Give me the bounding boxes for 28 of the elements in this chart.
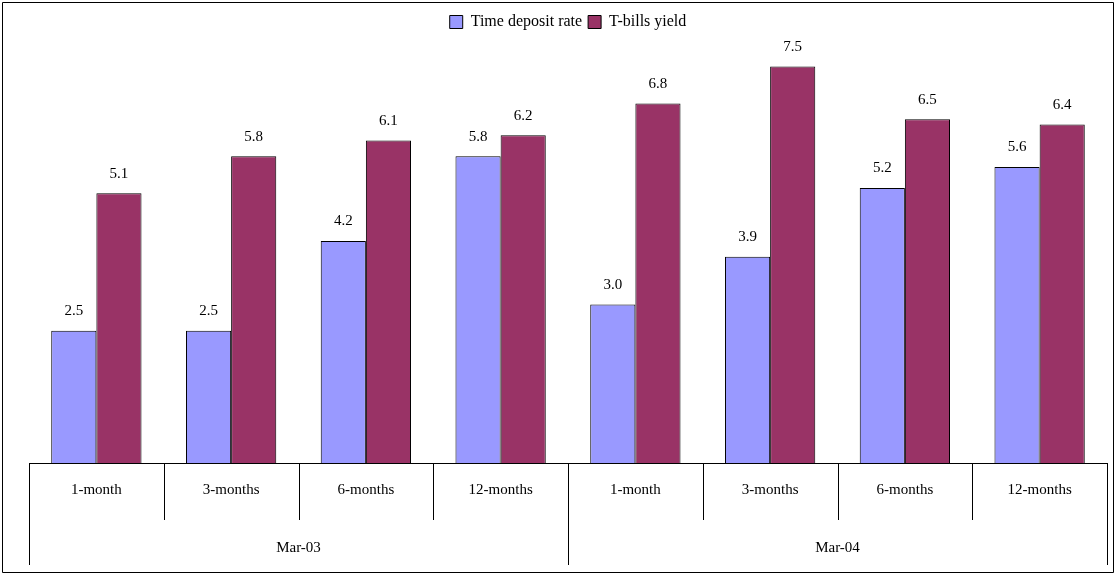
x-tick-label: 12-months [468, 480, 533, 497]
x-tick-label: 1-month [609, 480, 662, 497]
legend-label: Time deposit rate [470, 12, 583, 31]
data-label: 3.9 [738, 228, 757, 245]
data-label: 5.8 [244, 127, 264, 144]
data-label: 2.5 [64, 302, 84, 319]
data-label: 6.1 [379, 111, 398, 128]
data-label: 6.4 [1052, 96, 1073, 113]
x-tick-label: 6-months [337, 480, 395, 497]
x-tick-label: 3-months [202, 480, 260, 497]
data-label: 5.6 [1007, 138, 1027, 155]
data-label: 6.8 [648, 74, 668, 91]
data-label: 5.8 [468, 127, 488, 144]
data-label: 3.0 [603, 275, 623, 292]
x-tick-label: 6-months [876, 480, 934, 497]
data-label: 6.2 [513, 106, 533, 123]
x-tick-label: 1-month [70, 480, 123, 497]
text: Mar-03 [276, 538, 321, 555]
data-label: 7.5 [783, 37, 803, 54]
x-tick-label: 3-months [741, 480, 799, 497]
data-label: 6.5 [918, 90, 937, 107]
text: Mar-04 [815, 538, 861, 555]
data-label: 2.5 [199, 302, 218, 319]
data-label: 5.2 [872, 159, 892, 176]
x-tick-label: 12-months [1007, 480, 1072, 497]
data-label: 4.2 [333, 212, 353, 229]
data-label: 5.1 [109, 164, 129, 181]
legend-label: T-bills yield [609, 12, 687, 31]
